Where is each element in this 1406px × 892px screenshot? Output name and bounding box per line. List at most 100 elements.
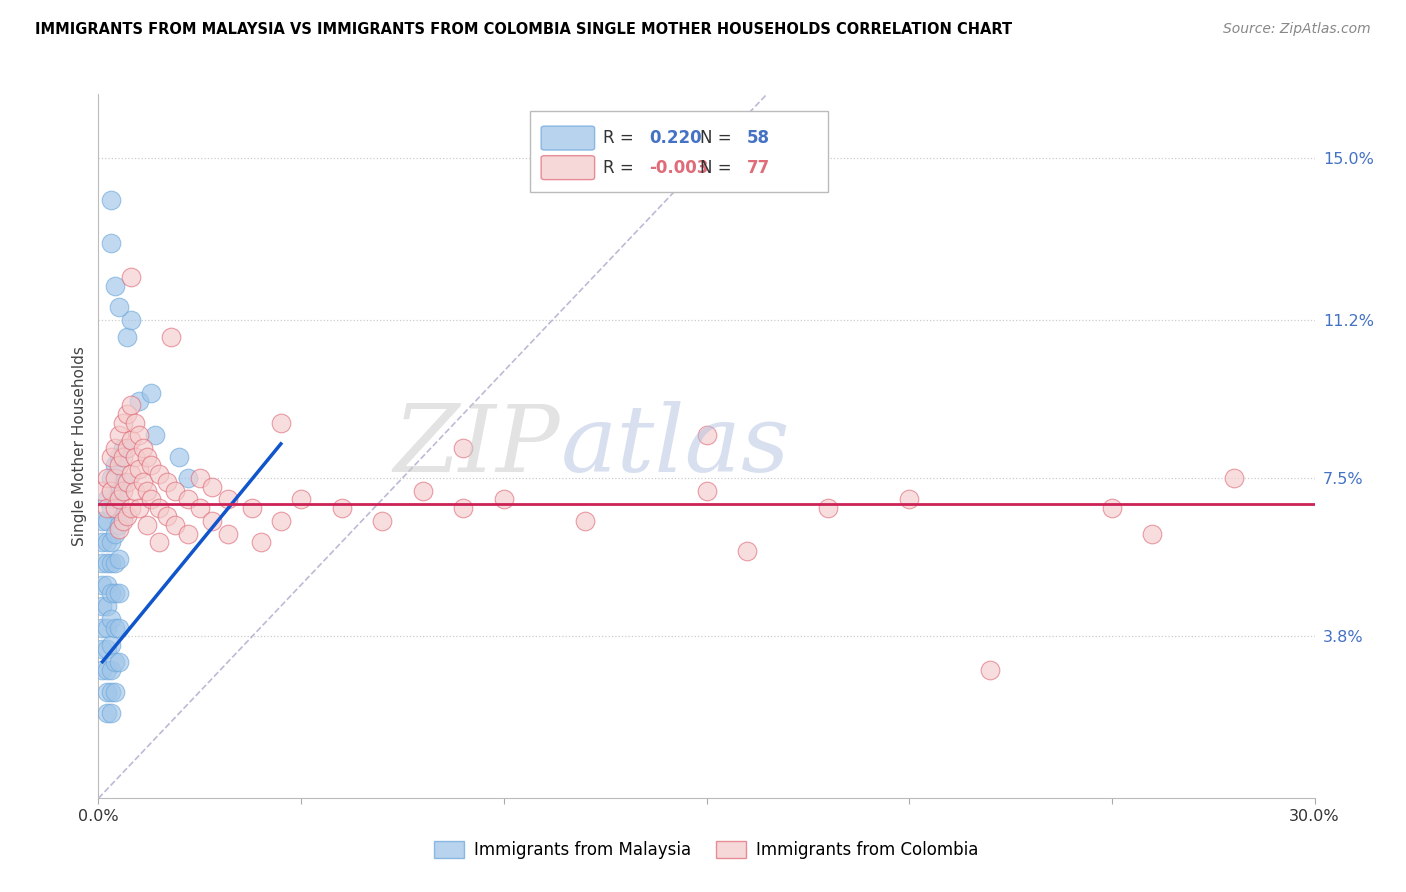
Text: -0.003: -0.003: [650, 159, 709, 177]
Point: [107, 620, 129, 634]
Point: [139, 492, 162, 507]
Point: [148, 500, 170, 515]
Point: [91, 641, 114, 656]
Point: [91, 599, 114, 614]
FancyBboxPatch shape: [541, 156, 595, 179]
Point: [217, 492, 239, 507]
Point: [143, 428, 166, 442]
Point: [104, 526, 127, 541]
Point: [100, 557, 122, 571]
Point: [188, 471, 211, 485]
Point: [104, 441, 127, 455]
Point: [165, 483, 187, 498]
FancyBboxPatch shape: [530, 112, 828, 193]
Text: N =: N =: [700, 159, 737, 177]
Point: [100, 450, 122, 464]
Point: [492, 492, 515, 507]
Point: [176, 492, 198, 507]
Point: [96, 599, 118, 614]
Point: [1101, 500, 1123, 515]
Point: [96, 514, 118, 528]
Point: [96, 684, 118, 698]
Point: [120, 467, 142, 481]
Point: [120, 399, 142, 413]
FancyBboxPatch shape: [541, 126, 595, 150]
Point: [124, 416, 146, 430]
Text: R =: R =: [603, 129, 640, 147]
Point: [270, 514, 292, 528]
Point: [249, 535, 271, 549]
Point: [124, 483, 146, 498]
Point: [104, 620, 127, 634]
Point: [100, 684, 122, 698]
Text: ZIP: ZIP: [394, 401, 561, 491]
Point: [107, 483, 129, 498]
Point: [136, 518, 159, 533]
Text: 0.220: 0.220: [650, 129, 702, 147]
Point: [91, 557, 114, 571]
Point: [111, 416, 134, 430]
Point: [735, 543, 758, 558]
Point: [91, 514, 114, 528]
Text: IMMIGRANTS FROM MALAYSIA VS IMMIGRANTS FROM COLOMBIA SINGLE MOTHER HOUSEHOLDS CO: IMMIGRANTS FROM MALAYSIA VS IMMIGRANTS F…: [35, 22, 1012, 37]
Point: [124, 450, 146, 464]
Point: [100, 612, 122, 626]
Point: [100, 194, 122, 208]
Point: [979, 663, 1001, 677]
Point: [156, 509, 179, 524]
Point: [115, 509, 138, 524]
Point: [104, 458, 127, 473]
Point: [100, 471, 122, 485]
Point: [290, 492, 312, 507]
Point: [120, 270, 142, 285]
Point: [148, 535, 170, 549]
Point: [100, 500, 122, 515]
Point: [104, 684, 127, 698]
Point: [136, 450, 159, 464]
Point: [115, 475, 138, 490]
Point: [201, 479, 224, 493]
Point: [139, 385, 162, 400]
Point: [1142, 526, 1164, 541]
Point: [91, 663, 114, 677]
Point: [115, 330, 138, 344]
Point: [1222, 471, 1244, 485]
Point: [165, 518, 187, 533]
Point: [696, 483, 718, 498]
Point: [100, 663, 122, 677]
Point: [104, 471, 127, 485]
Point: [96, 492, 118, 507]
Point: [128, 428, 150, 442]
Text: 58: 58: [747, 129, 769, 147]
Point: [148, 467, 170, 481]
Point: [120, 500, 142, 515]
Point: [96, 706, 118, 720]
Point: [107, 655, 129, 669]
Point: [128, 394, 150, 409]
Point: [107, 428, 129, 442]
Point: [107, 492, 129, 507]
Point: [156, 475, 179, 490]
Point: [91, 620, 114, 634]
Point: [169, 450, 191, 464]
Point: [96, 578, 118, 592]
Point: [107, 586, 129, 600]
Point: [696, 428, 718, 442]
Point: [104, 655, 127, 669]
Point: [100, 638, 122, 652]
Point: [817, 500, 839, 515]
Point: [453, 441, 475, 455]
Point: [96, 500, 118, 515]
Point: [120, 313, 142, 327]
Point: [96, 620, 118, 634]
Point: [100, 586, 122, 600]
Point: [107, 518, 129, 533]
Point: [104, 492, 127, 507]
Point: [120, 433, 142, 447]
Legend: Immigrants from Malaysia, Immigrants from Colombia: Immigrants from Malaysia, Immigrants fro…: [427, 835, 986, 866]
Y-axis label: Single Mother Households: Single Mother Households: [72, 346, 87, 546]
Point: [330, 500, 353, 515]
Point: [96, 663, 118, 677]
Point: [96, 535, 118, 549]
Point: [96, 557, 118, 571]
